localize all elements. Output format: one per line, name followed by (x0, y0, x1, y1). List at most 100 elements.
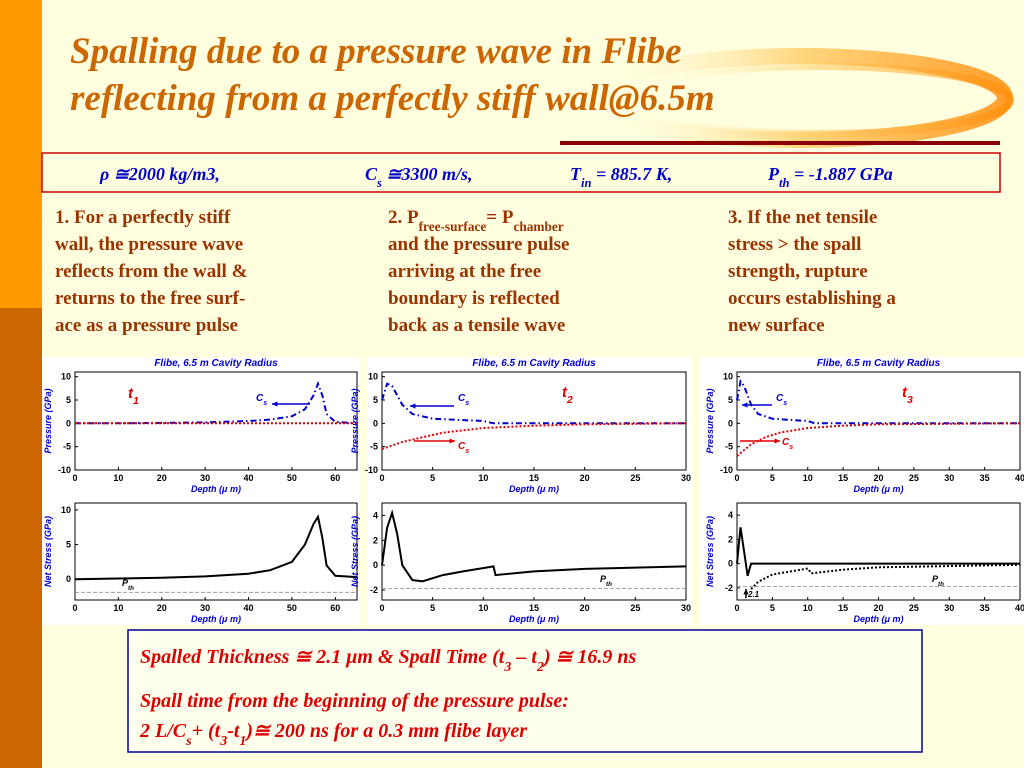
x-axis-label: Depth (μ m) (191, 614, 241, 624)
annotation-subscript: 2 (566, 394, 573, 406)
x-tick-label: 50 (287, 473, 297, 483)
x-tick-label: 0 (379, 473, 384, 483)
panel (42, 357, 360, 625)
text-run: C (365, 164, 378, 184)
x-tick-label: 0 (734, 603, 739, 613)
column-text: occurs establishing a (728, 288, 896, 309)
column-text: 2. Pfree-surface= Pchamber (388, 207, 564, 234)
annotation: t1 (128, 385, 139, 407)
x-tick-label: 40 (1015, 603, 1024, 613)
text-run: 3. If the net tensile (728, 207, 877, 228)
y-tick-label: 10 (368, 372, 378, 382)
y-tick-label: 0 (66, 418, 71, 428)
swoosh (626, 62, 1014, 138)
column-text: ace as a pressure pulse (55, 315, 238, 336)
text-run: strength, rupture (728, 261, 868, 282)
x-tick-label: 15 (529, 473, 539, 483)
subscript: in (581, 176, 592, 190)
y-axis-label: Pressure (GPa) (350, 388, 360, 453)
x-tick-label: 40 (244, 603, 254, 613)
column-text: strength, rupture (728, 261, 868, 282)
y-tick-label: -5 (370, 442, 378, 452)
text-run: and the pressure pulse (388, 234, 569, 255)
x-tick-label: 60 (330, 603, 340, 613)
arrow-head (743, 589, 749, 595)
annotation: Cs (782, 437, 793, 451)
text-run: T (570, 164, 582, 184)
x-tick-label: 30 (944, 473, 954, 483)
y-axis-label: Pressure (GPa) (705, 388, 715, 453)
x-tick-label: 25 (630, 473, 640, 483)
x-tick-label: 0 (72, 473, 77, 483)
text-run: ) ≅ 16.9 ns (542, 646, 637, 668)
y-axis-label: Net Stress (GPa) (705, 516, 715, 587)
annotation-text: C (782, 437, 790, 448)
arrow-head (410, 403, 416, 409)
plot-title: Flibe, 6.5 m Cavity Radius (817, 358, 941, 369)
y-tick-label: 10 (723, 372, 733, 382)
annotation-text: 2.1 (747, 590, 760, 599)
y-tick-label: -10 (58, 465, 71, 475)
y-tick-label: -10 (720, 465, 733, 475)
annotation-subscript: s (465, 448, 469, 455)
x-tick-label: 15 (529, 603, 539, 613)
x-tick-label: 20 (157, 603, 167, 613)
x-tick-label: 30 (681, 603, 691, 613)
params-box (41, 152, 1001, 193)
annotation-text: C (458, 441, 466, 452)
x-tick-label: 0 (72, 603, 77, 613)
annotation-text: t (562, 384, 568, 401)
text-run: -t (227, 720, 241, 742)
x-tick-label: 10 (478, 473, 488, 483)
subscript: 2 (536, 660, 544, 675)
x-tick-label: 20 (157, 473, 167, 483)
x-tick-label: 20 (580, 603, 590, 613)
y-axis-label: Pressure (GPa) (43, 388, 53, 453)
annotation: t2 (562, 384, 573, 406)
y-tick-label: 0 (373, 418, 378, 428)
annotation-text: C (458, 393, 466, 404)
y-tick-label: 4 (728, 510, 733, 520)
column-text: stress > the spall (728, 234, 861, 255)
annotation: Cs (256, 393, 267, 407)
x-tick-label: 40 (244, 473, 254, 483)
annotation: t3 (902, 384, 913, 406)
column-text: wall, the pressure wave (55, 234, 243, 255)
annotation-subscript: s (789, 444, 793, 451)
text-run: = 885.7 K, (592, 164, 673, 184)
column-text: reflects from the wall & (55, 261, 247, 282)
annotation-subscript: th (128, 585, 134, 592)
text-run: ace as a pressure pulse (55, 315, 238, 336)
y-tick-label: 10 (61, 372, 71, 382)
plot-title: Flibe, 6.5 m Cavity Radius (154, 358, 278, 369)
series-line (736, 378, 1020, 425)
text-run: new surface (728, 315, 825, 336)
x-axis-label: Depth (μ m) (854, 614, 904, 624)
side-bar-top (0, 0, 42, 308)
column-text: back as a tensile wave (388, 315, 565, 336)
plot-frame (74, 371, 358, 471)
y-tick-label: 0 (728, 559, 733, 569)
x-tick-label: 30 (944, 603, 954, 613)
x-tick-label: 0 (734, 473, 739, 483)
text-run: = P (486, 207, 514, 228)
x-tick-label: 40 (1015, 473, 1024, 483)
subscript: s (185, 734, 192, 749)
x-tick-label: 10 (113, 473, 123, 483)
annotation-text: P (600, 574, 607, 584)
x-tick-label: 25 (909, 603, 919, 613)
text-run: 1. For a perfectly stiff (55, 207, 231, 228)
parameter: ρ ≅2000 kg/m3, (99, 164, 220, 184)
annotation: Cs (458, 393, 469, 407)
y-tick-label: 5 (66, 395, 71, 405)
text-run: = -1.887 GPa (790, 164, 893, 184)
annotation: Cs (458, 441, 469, 455)
x-tick-label: 30 (200, 603, 210, 613)
text-run: + (t (192, 720, 222, 742)
y-axis-label: Net Stress (GPa) (350, 516, 360, 587)
column-text: arriving at the free (388, 261, 541, 282)
annotation-text: C (776, 393, 784, 404)
subscript: 3 (503, 660, 511, 675)
slide-title: reflecting from a perfectly stiff wall@6… (70, 78, 715, 119)
annotation: Pth (122, 578, 134, 592)
